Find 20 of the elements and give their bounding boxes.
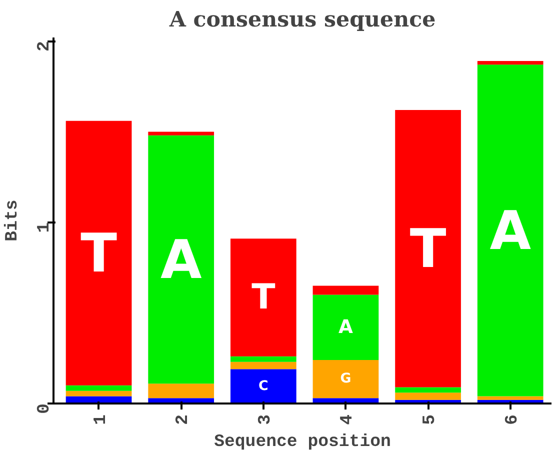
series-label: C <box>258 378 268 394</box>
chart-title: A consensus sequence <box>168 8 436 32</box>
y-tick-label: 2 <box>36 41 54 52</box>
series-label: A <box>490 198 532 262</box>
x-tick-label: 5 <box>421 414 440 425</box>
series-label: T <box>410 217 447 280</box>
x-tick-label: 6 <box>503 414 522 425</box>
x-tick-label: 1 <box>92 414 111 425</box>
y-axis-title: Bits <box>4 200 22 242</box>
x-tick-label: 4 <box>338 414 358 425</box>
y-tick-label: 0 <box>36 403 54 414</box>
text: A <box>160 228 202 291</box>
y-tick-label: 1 <box>36 222 54 233</box>
x-axis-title: Sequence position <box>214 432 391 452</box>
text: T <box>252 278 276 318</box>
series-label: G <box>340 372 352 387</box>
text: A <box>338 316 353 338</box>
text: T <box>80 222 117 285</box>
x-tick-label: 3 <box>256 414 276 425</box>
x-tick-label: 2 <box>174 414 194 425</box>
